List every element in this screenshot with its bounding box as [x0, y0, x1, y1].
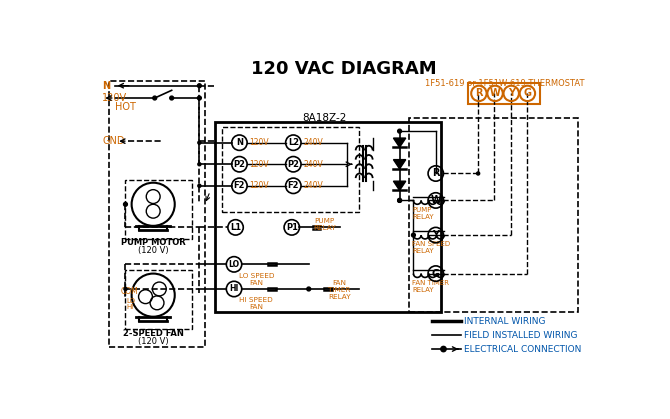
Text: INTERNAL WIRING: INTERNAL WIRING: [464, 317, 546, 326]
Circle shape: [307, 287, 311, 291]
Bar: [125, 270, 192, 329]
Text: LO: LO: [126, 297, 135, 303]
Circle shape: [441, 347, 446, 352]
Bar: [222, 127, 358, 212]
Text: HOT: HOT: [115, 102, 135, 112]
Circle shape: [170, 96, 174, 100]
Bar: [409, 118, 578, 312]
Text: FAN
TIMER
RELAY: FAN TIMER RELAY: [328, 280, 351, 300]
Circle shape: [398, 199, 401, 202]
Text: 120V: 120V: [249, 138, 269, 147]
Text: G: G: [523, 88, 531, 98]
Text: (120 V): (120 V): [138, 246, 168, 255]
Text: 240V: 240V: [304, 160, 323, 169]
Text: N: N: [236, 138, 243, 147]
Text: ELECTRICAL CONNECTION: ELECTRICAL CONNECTION: [464, 344, 582, 354]
Text: W: W: [430, 195, 441, 205]
Polygon shape: [393, 181, 406, 190]
Polygon shape: [393, 138, 406, 147]
Bar: [109, 81, 205, 347]
Text: R: R: [475, 88, 482, 98]
Text: L1: L1: [230, 223, 241, 232]
Text: 240V: 240V: [304, 181, 323, 190]
Bar: [215, 122, 441, 312]
Text: FAN TIMER
RELAY: FAN TIMER RELAY: [412, 280, 449, 293]
Text: GND: GND: [103, 136, 125, 146]
Text: FIELD INSTALLED WIRING: FIELD INSTALLED WIRING: [464, 331, 578, 340]
Text: PUMP MOTOR: PUMP MOTOR: [121, 238, 186, 247]
Text: 120V: 120V: [103, 93, 127, 103]
Text: PUMP
RELAY: PUMP RELAY: [313, 218, 336, 231]
Text: 1F51-619 or 1F51W-619 THERMOSTAT: 1F51-619 or 1F51W-619 THERMOSTAT: [425, 79, 585, 88]
Circle shape: [153, 96, 157, 100]
Text: COM: COM: [121, 287, 139, 296]
Circle shape: [411, 233, 415, 237]
Circle shape: [398, 129, 401, 133]
Text: 120V: 120V: [249, 181, 269, 190]
Text: P2: P2: [233, 160, 245, 169]
Circle shape: [476, 172, 480, 175]
Text: HI: HI: [229, 285, 239, 293]
Text: PUMP
RELAY: PUMP RELAY: [412, 207, 433, 220]
Text: 8A18Z-2: 8A18Z-2: [302, 114, 346, 124]
Text: P2: P2: [287, 160, 299, 169]
Text: (120 V): (120 V): [138, 337, 168, 346]
Circle shape: [398, 199, 401, 202]
Text: P1: P1: [286, 223, 297, 232]
Text: L2: L2: [287, 138, 299, 147]
Text: FAN SPEED
RELAY: FAN SPEED RELAY: [412, 241, 450, 254]
Text: Y: Y: [432, 230, 440, 240]
Circle shape: [198, 184, 201, 187]
Bar: [125, 180, 192, 239]
Text: LO SPEED
FAN: LO SPEED FAN: [239, 273, 274, 286]
Text: LO: LO: [228, 260, 240, 269]
Text: R: R: [432, 168, 440, 178]
Text: F2: F2: [234, 181, 245, 190]
Text: F2: F2: [287, 181, 299, 190]
Text: W: W: [490, 88, 500, 98]
Circle shape: [198, 96, 201, 100]
Circle shape: [124, 287, 127, 290]
Bar: [468, 83, 540, 104]
Text: Y: Y: [508, 88, 515, 98]
Text: HI: HI: [126, 304, 133, 310]
Text: 240V: 240V: [304, 138, 323, 147]
Text: 120 VAC DIAGRAM: 120 VAC DIAGRAM: [251, 59, 436, 78]
Text: HI SPEED
FAN: HI SPEED FAN: [239, 297, 273, 310]
Polygon shape: [393, 160, 406, 169]
Text: G: G: [431, 269, 440, 279]
Circle shape: [198, 163, 201, 166]
Text: 2-SPEED FAN: 2-SPEED FAN: [123, 329, 184, 338]
Circle shape: [198, 84, 201, 88]
Circle shape: [123, 202, 127, 206]
Text: 120V: 120V: [249, 160, 269, 169]
Circle shape: [198, 141, 201, 144]
Text: N: N: [103, 81, 111, 91]
